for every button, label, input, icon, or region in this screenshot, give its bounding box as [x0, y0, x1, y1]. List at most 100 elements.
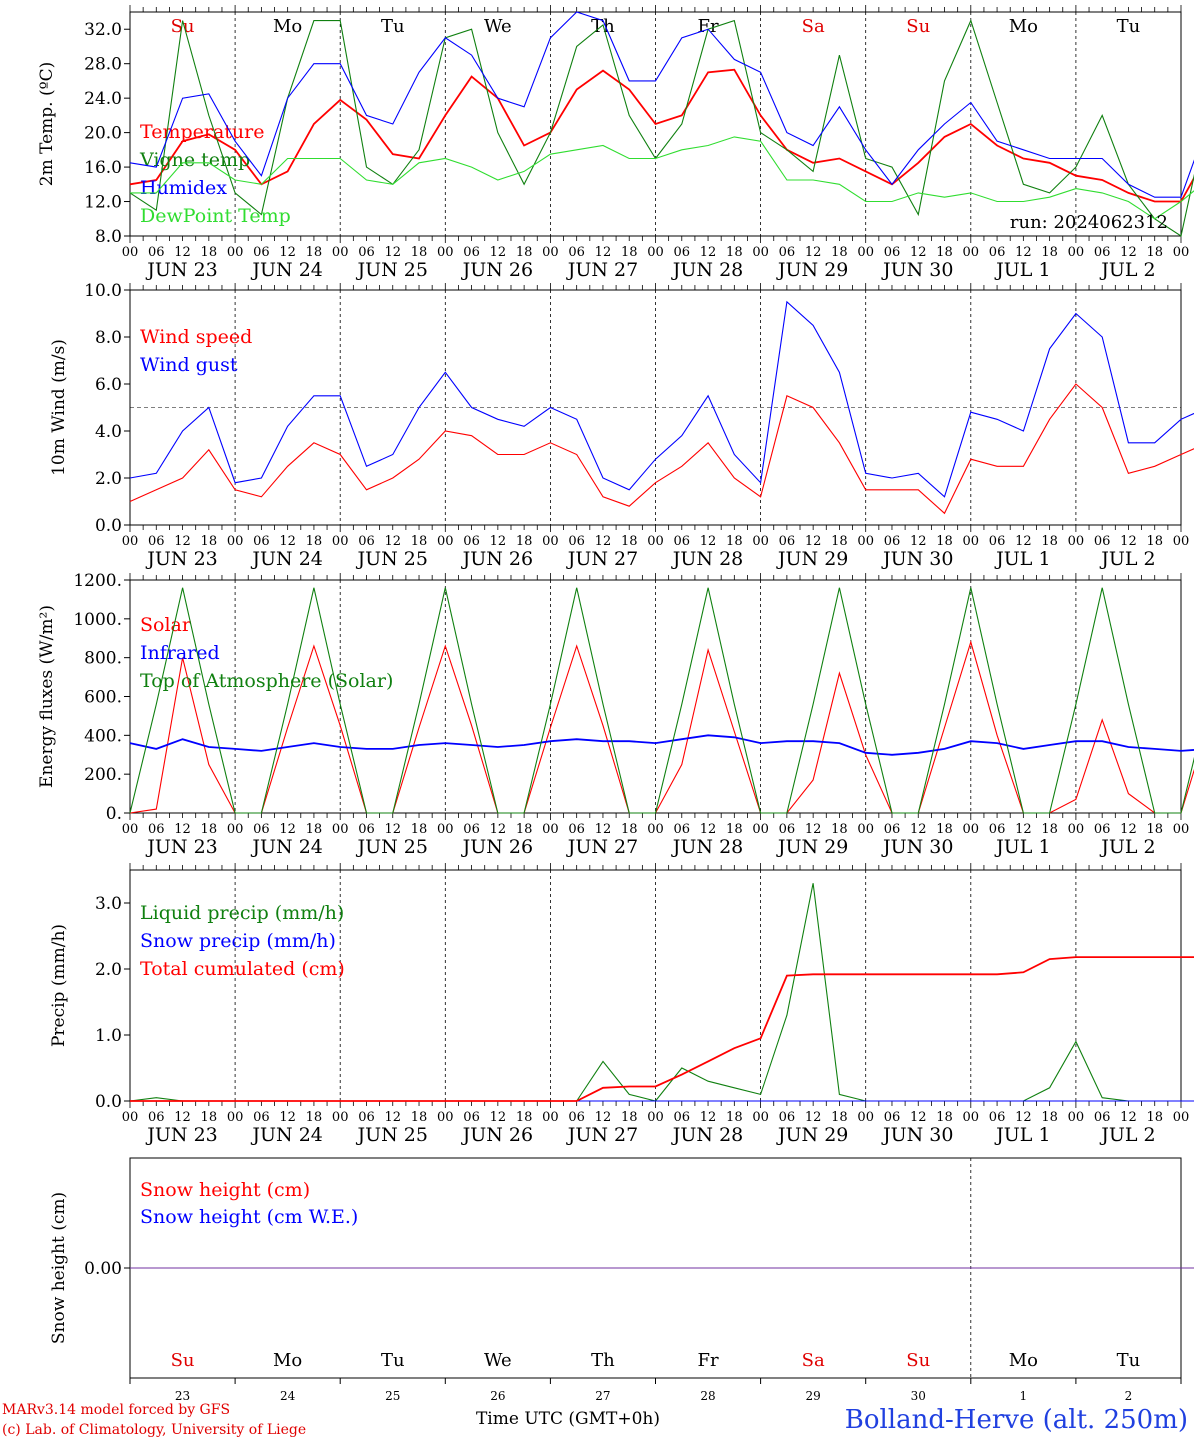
date-label: JUL 1	[994, 259, 1050, 281]
hour-label: 12	[595, 1110, 612, 1125]
hour-label: 12	[279, 1110, 296, 1125]
hour-label: 06	[1094, 822, 1111, 837]
hour-label: 12	[384, 1110, 401, 1125]
hour-label: 18	[726, 245, 743, 260]
weekday-label: Su	[906, 16, 930, 37]
hour-label: 00	[542, 534, 559, 549]
hour-label: 12	[174, 534, 191, 549]
hour-label: 00	[542, 822, 559, 837]
y-tick-label: 1200.	[73, 571, 122, 591]
hour-label: 18	[411, 245, 428, 260]
hour-label: 12	[174, 822, 191, 837]
hour-label: 18	[726, 1110, 743, 1125]
date-label: JUN 24	[250, 259, 322, 281]
date-label: JUN 24	[250, 548, 322, 570]
hour-label: 06	[358, 245, 375, 260]
y-tick-label: 12.0	[84, 193, 122, 213]
series-line-infrared	[129, 734, 1194, 756]
hour-label: 18	[831, 822, 848, 837]
hour-label: 00	[227, 822, 244, 837]
hour-label: 00	[332, 1110, 349, 1125]
weekday-label: Sa	[802, 16, 825, 37]
hour-label: 00	[332, 534, 349, 549]
day-number: 2	[1125, 1389, 1133, 1403]
hour-label: 18	[306, 1110, 323, 1125]
legend-entry: Snow height (cm W.E.)	[140, 1206, 358, 1228]
hour-label: 00	[752, 1110, 769, 1125]
date-label: JUN 23	[145, 548, 217, 570]
date-label: JUN 28	[671, 259, 743, 281]
y-tick-label: 6.0	[95, 375, 122, 395]
date-label: JUL 2	[1099, 548, 1155, 570]
series-line-dewpoint-temp	[130, 136, 1194, 220]
hour-label: 00	[542, 245, 559, 260]
hour-label: 06	[253, 1110, 270, 1125]
hour-label: 18	[621, 1110, 638, 1125]
y-tick-label: 28.0	[84, 55, 122, 75]
hour-label: 06	[779, 1110, 796, 1125]
hour-label: 06	[568, 534, 585, 549]
panel-snow: 0.00 Snow height (cm) Snow height (cm) Snow…	[49, 1157, 1194, 1403]
y-axis-label: 2m Temp. (ºC)	[37, 62, 57, 187]
date-label: JUL 1	[994, 548, 1050, 570]
hour-label: 18	[201, 1110, 218, 1125]
hour-label: 06	[1094, 534, 1111, 549]
hour-label: 18	[726, 534, 743, 549]
panel-wind: 0.0 2.0 4.0 6.0 8.0 10.0 10m Wind (m/s) 00 06 12 1…	[49, 281, 1194, 570]
y-tick-label: 24.0	[84, 89, 122, 109]
hour-label: 18	[1146, 534, 1163, 549]
legend-entry: Snow height (cm)	[140, 1179, 310, 1201]
date-label: JUN 25	[356, 1124, 428, 1146]
hour-label: 12	[805, 822, 822, 837]
hour-label: 12	[174, 1110, 191, 1125]
hour-label: 18	[831, 245, 848, 260]
hour-label: 00	[752, 534, 769, 549]
hour-label: 06	[674, 822, 691, 837]
hour-label: 00	[332, 822, 349, 837]
hour-label: 12	[1120, 1110, 1137, 1125]
y-tick-label: 16.0	[84, 158, 122, 178]
hour-label: 00	[647, 245, 664, 260]
hour-label: 06	[884, 1110, 901, 1125]
hour-label: 12	[279, 534, 296, 549]
hour-label: 18	[1041, 1110, 1058, 1125]
hour-label: 06	[148, 245, 165, 260]
hour-label: 12	[490, 245, 507, 260]
weekday-label: Tu	[381, 16, 405, 37]
hour-label: 18	[621, 245, 638, 260]
hour-label: 12	[384, 822, 401, 837]
date-label: JUN 23	[145, 259, 217, 281]
legend-entry: Infrared	[140, 642, 220, 664]
hour-label: 18	[306, 245, 323, 260]
hour-label: 06	[148, 1110, 165, 1125]
hour-label: 18	[1146, 822, 1163, 837]
day-number: 30	[911, 1389, 926, 1403]
hour-label: 18	[1146, 1110, 1163, 1125]
hour-label: 06	[463, 534, 480, 549]
date-label: JUN 29	[776, 836, 848, 858]
weekday-label: Tu	[381, 1350, 405, 1371]
y-axis-label: Snow height (cm)	[49, 1192, 69, 1344]
hour-label: 00	[437, 1110, 454, 1125]
y-tick-label: 0.0	[95, 516, 122, 536]
date-label: JUN 26	[461, 836, 533, 858]
hour-label: 00	[1173, 1110, 1190, 1125]
legend-entry: Wind gust	[140, 354, 238, 376]
hour-label: 12	[1120, 822, 1137, 837]
hour-label: 12	[595, 822, 612, 837]
date-label: JUN 30	[881, 259, 953, 281]
date-label: JUN 28	[671, 548, 743, 570]
hour-label: 00	[122, 1110, 139, 1125]
hour-label: 12	[1015, 1110, 1032, 1125]
date-label: JUN 30	[881, 548, 953, 570]
hour-label: 18	[411, 1110, 428, 1125]
hour-label: 00	[122, 245, 139, 260]
date-label: JUN 25	[356, 836, 428, 858]
y-tick-label: 10.0	[84, 281, 122, 301]
hour-label: 12	[910, 534, 927, 549]
hour-label: 18	[936, 534, 953, 549]
date-label: JUN 26	[461, 548, 533, 570]
hour-label: 18	[621, 534, 638, 549]
hour-label: 06	[989, 534, 1006, 549]
